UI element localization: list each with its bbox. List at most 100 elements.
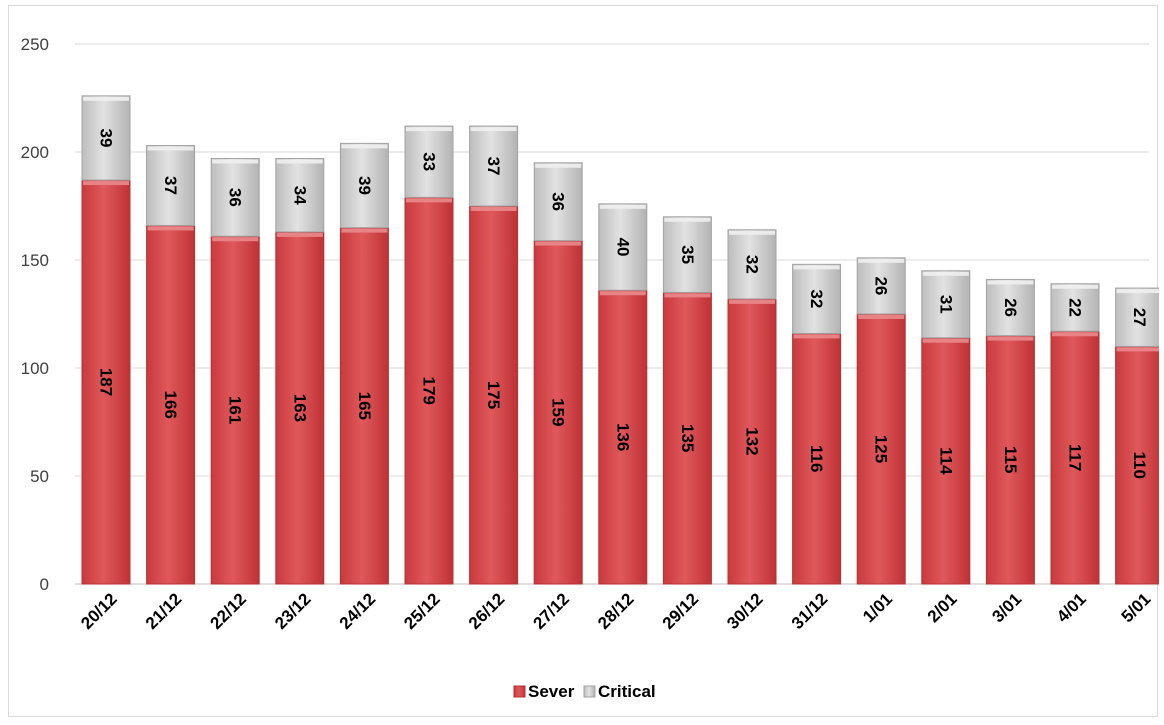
x-tick-label: 31/12 [788, 589, 832, 633]
x-tick-label: 5/01 [1118, 589, 1155, 626]
y-tick-label: 250 [21, 35, 49, 54]
data-label: 159 [549, 398, 568, 426]
bar-critical-15 [1050, 283, 1100, 332]
x-tick-label: 29/12 [659, 589, 703, 633]
data-label: 27 [1130, 308, 1149, 327]
bar-sever-3 [275, 231, 325, 585]
bar-bevel [406, 198, 452, 203]
bar-sever-12 [856, 313, 906, 585]
bar-bevel [1052, 332, 1098, 337]
x-tick-label: 2/01 [924, 589, 961, 626]
bar-bevel [276, 232, 323, 237]
bar-bevel [729, 299, 775, 304]
x-axis-ticks: 20/12 21/12 22/12 23/12 24/12 25/12 26/12 27/12… [77, 589, 1154, 633]
data-label: 39 [97, 128, 116, 147]
data-label: 163 [290, 394, 309, 422]
data-label: 26 [872, 276, 891, 295]
bar-critical-2 [210, 157, 260, 237]
bar-critical-9 [662, 216, 712, 293]
x-tick-label: 25/12 [400, 589, 444, 633]
x-tick-label: 24/12 [336, 589, 380, 633]
data-label: 136 [613, 423, 632, 451]
data-label: 165 [355, 392, 374, 420]
data-label: 35 [678, 245, 697, 264]
data-label: 179 [420, 376, 439, 404]
x-tick-label: 4/01 [1053, 589, 1090, 626]
bar-critical-8 [598, 203, 648, 291]
data-label: 22 [1066, 298, 1085, 317]
data-label: 115 [1001, 446, 1020, 473]
bar-bevel [83, 96, 129, 101]
bar-critical-1 [146, 145, 196, 226]
data-label: 26 [1001, 298, 1020, 317]
bar-bevel [987, 280, 1034, 285]
bar-bevel [406, 127, 452, 132]
y-tick-label: 0 [40, 575, 49, 594]
bar-sever-5 [404, 196, 454, 585]
stacked-bar-chart: 0 50 100 150 200 250 187 39 166 37 161 36 163 34 165 3… [21, 35, 1159, 701]
bar-sever-10 [727, 298, 777, 585]
bar-bevel [1052, 284, 1098, 289]
data-label: 116 [807, 445, 826, 472]
bar-bevel [212, 237, 259, 242]
bar-bevel [664, 293, 711, 298]
data-label: 39 [355, 176, 374, 195]
bar-sever-2 [210, 235, 260, 585]
chart-frame: 0 50 100 150 200 250 187 39 166 37 161 36 163 34 165 3… [8, 5, 1159, 717]
bar-critical-0 [81, 95, 131, 181]
bar-critical-3 [275, 157, 325, 233]
bars: 187 39 166 37 161 36 163 34 165 39 179 33 175 37 159 36… [81, 95, 1159, 585]
bar-critical-7 [533, 162, 583, 242]
data-label: 37 [484, 157, 503, 176]
data-label: 132 [743, 427, 762, 455]
legend-label-sever: Sever [528, 682, 575, 701]
y-tick-label: 200 [21, 143, 49, 162]
data-label: 34 [290, 186, 309, 205]
data-label: 166 [161, 391, 180, 419]
bar-critical-5 [404, 125, 454, 198]
bar-sever-14 [985, 335, 1035, 585]
bar-bevel [599, 291, 646, 296]
x-tick-label: 30/12 [723, 589, 767, 633]
bar-sever-16 [1115, 345, 1159, 585]
x-tick-label: 1/01 [859, 589, 896, 626]
bar-bevel [1116, 347, 1159, 352]
data-label: 31 [936, 295, 955, 314]
data-label: 135 [678, 424, 697, 452]
x-tick-label: 20/12 [77, 589, 121, 633]
bar-sever-6 [469, 205, 519, 585]
data-label: 37 [161, 176, 180, 195]
bar-bevel [599, 204, 646, 209]
data-label: 32 [743, 255, 762, 274]
data-label: 36 [549, 192, 568, 211]
legend-label-critical: Critical [598, 682, 656, 701]
bar-critical-11 [792, 263, 842, 334]
bar-bevel [729, 230, 775, 235]
x-tick-label: 21/12 [142, 589, 186, 633]
bar-critical-4 [339, 142, 389, 229]
legend-swatch-sever [513, 685, 526, 698]
y-axis-ticks: 0 50 100 150 200 250 [21, 35, 49, 594]
bar-sever-8 [598, 289, 648, 585]
bar-bevel [535, 163, 582, 168]
data-label: 161 [226, 396, 245, 424]
bar-bevel [470, 207, 517, 211]
y-tick-label: 50 [30, 467, 49, 486]
data-label: 114 [936, 447, 955, 475]
data-label: 175 [484, 381, 503, 409]
bar-sever-11 [792, 332, 842, 585]
data-label: 125 [872, 435, 891, 463]
data-label: 33 [420, 152, 439, 171]
bar-bevel [793, 265, 840, 270]
bar-sever-7 [533, 240, 583, 585]
bar-sever-1 [146, 224, 196, 585]
bar-bevel [212, 159, 259, 164]
data-label: 117 [1066, 444, 1085, 471]
bar-sever-4 [339, 227, 389, 585]
x-tick-label: 26/12 [465, 589, 509, 633]
bar-bevel [922, 271, 969, 276]
bar-bevel [341, 228, 388, 233]
bar-sever-0 [81, 179, 131, 585]
data-label: 187 [97, 368, 116, 396]
data-label: 40 [613, 238, 632, 257]
